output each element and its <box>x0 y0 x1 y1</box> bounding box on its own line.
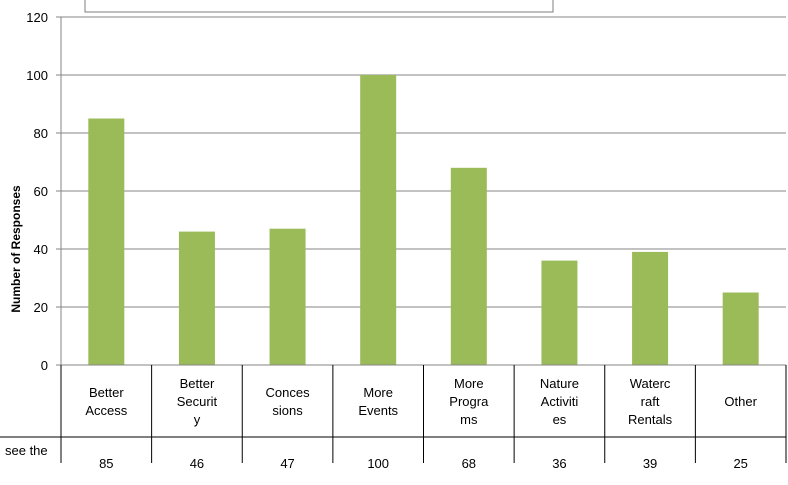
axes: 0 20 40 60 80 100 120 <box>26 10 786 463</box>
category-label: Rentals <box>628 412 673 427</box>
category-label: ms <box>460 412 478 427</box>
bars <box>88 75 759 365</box>
category-label: Other <box>724 394 757 409</box>
table-value: 46 <box>190 456 204 471</box>
table-value: 36 <box>552 456 566 471</box>
category-label: sions <box>272 403 303 418</box>
bar <box>360 75 397 365</box>
category-label: y <box>194 412 201 427</box>
category-label: Activiti <box>541 394 579 409</box>
category-label: More <box>454 376 484 391</box>
y-tick-label: 100 <box>26 68 48 83</box>
category-label: Access <box>85 403 127 418</box>
category-label: Better <box>89 385 124 400</box>
category-label: More <box>363 385 393 400</box>
y-tick-label: 60 <box>34 184 48 199</box>
y-tick-label: 0 <box>41 358 48 373</box>
y-axis-label: Number of Responses <box>9 185 23 313</box>
table-value: 47 <box>280 456 294 471</box>
bar <box>269 228 306 365</box>
category-label: es <box>553 412 567 427</box>
gridlines <box>61 16 786 308</box>
category-label: Waterc <box>630 376 671 391</box>
data-table: Better Access Better Securit y Conces sions Mor… <box>0 365 787 471</box>
bar <box>541 260 578 365</box>
bar <box>450 167 487 365</box>
y-tick-label: 120 <box>26 10 48 25</box>
category-label: Events <box>358 403 398 418</box>
category-label: Better <box>180 376 215 391</box>
table-value: 85 <box>99 456 113 471</box>
legend-box <box>84 0 554 13</box>
bar <box>88 118 125 365</box>
table-value: 25 <box>733 456 747 471</box>
y-tick-label: 40 <box>34 242 48 257</box>
category-label: Conces <box>266 385 311 400</box>
category-label: Nature <box>540 376 579 391</box>
bar <box>178 231 215 365</box>
table-row-label: see the <box>5 443 48 458</box>
table-value: 100 <box>367 456 389 471</box>
table-value: 39 <box>643 456 657 471</box>
category-label: raft <box>641 394 660 409</box>
y-tick-label: 20 <box>34 300 48 315</box>
y-tick-label: 80 <box>34 126 48 141</box>
category-label: Securit <box>177 394 218 409</box>
bar <box>632 251 669 365</box>
category-label: Progra <box>449 394 489 409</box>
bar <box>722 292 759 365</box>
table-value: 68 <box>462 456 476 471</box>
